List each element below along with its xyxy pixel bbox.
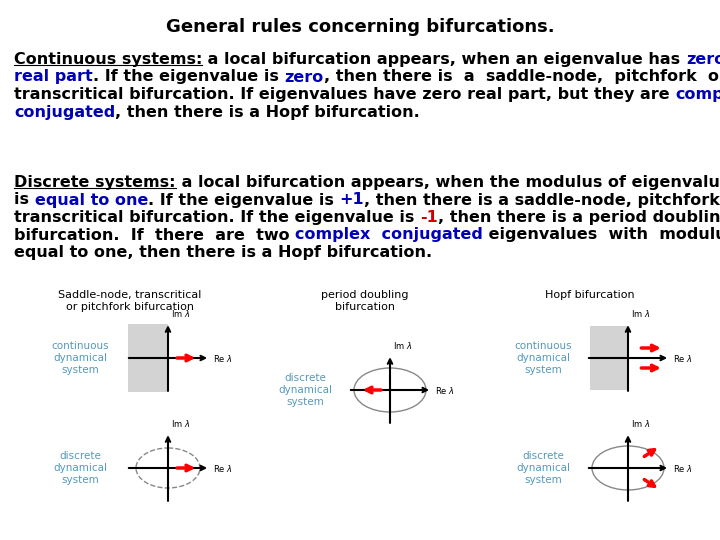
- Text: Re $\lambda$: Re $\lambda$: [435, 384, 455, 395]
- Text: complex: complex: [675, 87, 720, 102]
- Text: equal to one: equal to one: [35, 192, 148, 207]
- Text: Hopf bifurcation: Hopf bifurcation: [545, 290, 635, 300]
- Text: Im $\lambda$: Im $\lambda$: [631, 418, 650, 429]
- Text: Im $\lambda$: Im $\lambda$: [171, 308, 190, 319]
- Text: . If the eigenvalue is: . If the eigenvalue is: [148, 192, 340, 207]
- Text: zero: zero: [686, 52, 720, 67]
- Text: Re $\lambda$: Re $\lambda$: [673, 353, 693, 363]
- Text: , then there is a Hopf bifurcation.: , then there is a Hopf bifurcation.: [115, 105, 420, 119]
- Text: is: is: [14, 192, 35, 207]
- Text: zero: zero: [284, 70, 323, 84]
- Ellipse shape: [354, 368, 426, 412]
- Text: -1: -1: [420, 210, 438, 225]
- Bar: [590, 326, 628, 390]
- Text: transcritical bifurcation. If eigenvalues have zero real part, but they are: transcritical bifurcation. If eigenvalue…: [14, 87, 675, 102]
- Text: Im $\lambda$: Im $\lambda$: [631, 308, 650, 319]
- Text: discrete
dynamical
system: discrete dynamical system: [516, 451, 570, 484]
- Text: a local bifurcation appears, when the modulus of eigenvalue: a local bifurcation appears, when the mo…: [176, 175, 720, 190]
- Text: Continuous systems:: Continuous systems:: [14, 52, 202, 67]
- Text: conjugated: conjugated: [14, 105, 115, 119]
- Text: Discrete systems:: Discrete systems:: [14, 175, 176, 190]
- Text: , then there is a saddle-node, pitchfork or: , then there is a saddle-node, pitchfork…: [364, 192, 720, 207]
- Ellipse shape: [592, 446, 664, 490]
- Text: real part: real part: [14, 70, 93, 84]
- Text: General rules concerning bifurcations.: General rules concerning bifurcations.: [166, 18, 554, 36]
- Text: equal to one, then there is a Hopf bifurcation.: equal to one, then there is a Hopf bifur…: [14, 245, 432, 260]
- Text: Im $\lambda$: Im $\lambda$: [171, 418, 190, 429]
- Text: complex  conjugated: complex conjugated: [295, 227, 483, 242]
- Text: bifurcation.  If  there  are  two: bifurcation. If there are two: [14, 227, 295, 242]
- Text: . If the eigenvalue is: . If the eigenvalue is: [93, 70, 284, 84]
- Text: Saddle-node, transcritical
or pitchfork bifurcation: Saddle-node, transcritical or pitchfork …: [58, 290, 202, 312]
- Text: eigenvalues  with  modulus: eigenvalues with modulus: [483, 227, 720, 242]
- Text: discrete
dynamical
system: discrete dynamical system: [53, 451, 107, 484]
- Text: +1: +1: [340, 192, 364, 207]
- Text: , then there is a period doubling: , then there is a period doubling: [438, 210, 720, 225]
- Text: period doubling
bifurcation: period doubling bifurcation: [321, 290, 409, 312]
- Text: Re $\lambda$: Re $\lambda$: [213, 353, 233, 363]
- Ellipse shape: [136, 448, 200, 488]
- Text: a local bifurcation appears, when an eigenvalue has: a local bifurcation appears, when an eig…: [202, 52, 686, 67]
- Text: continuous
dynamical
system: continuous dynamical system: [51, 341, 109, 375]
- Bar: [128, 324, 168, 392]
- Text: Im $\lambda$: Im $\lambda$: [393, 340, 412, 352]
- Text: continuous
dynamical
system: continuous dynamical system: [514, 341, 572, 375]
- Text: discrete
dynamical
system: discrete dynamical system: [278, 373, 332, 407]
- Text: transcritical bifurcation. If the eigenvalue is: transcritical bifurcation. If the eigenv…: [14, 210, 420, 225]
- Text: Re $\lambda$: Re $\lambda$: [673, 462, 693, 474]
- Text: Re $\lambda$: Re $\lambda$: [213, 462, 233, 474]
- Text: , then there is  a  saddle-node,  pitchfork  or: , then there is a saddle-node, pitchfork…: [323, 70, 720, 84]
